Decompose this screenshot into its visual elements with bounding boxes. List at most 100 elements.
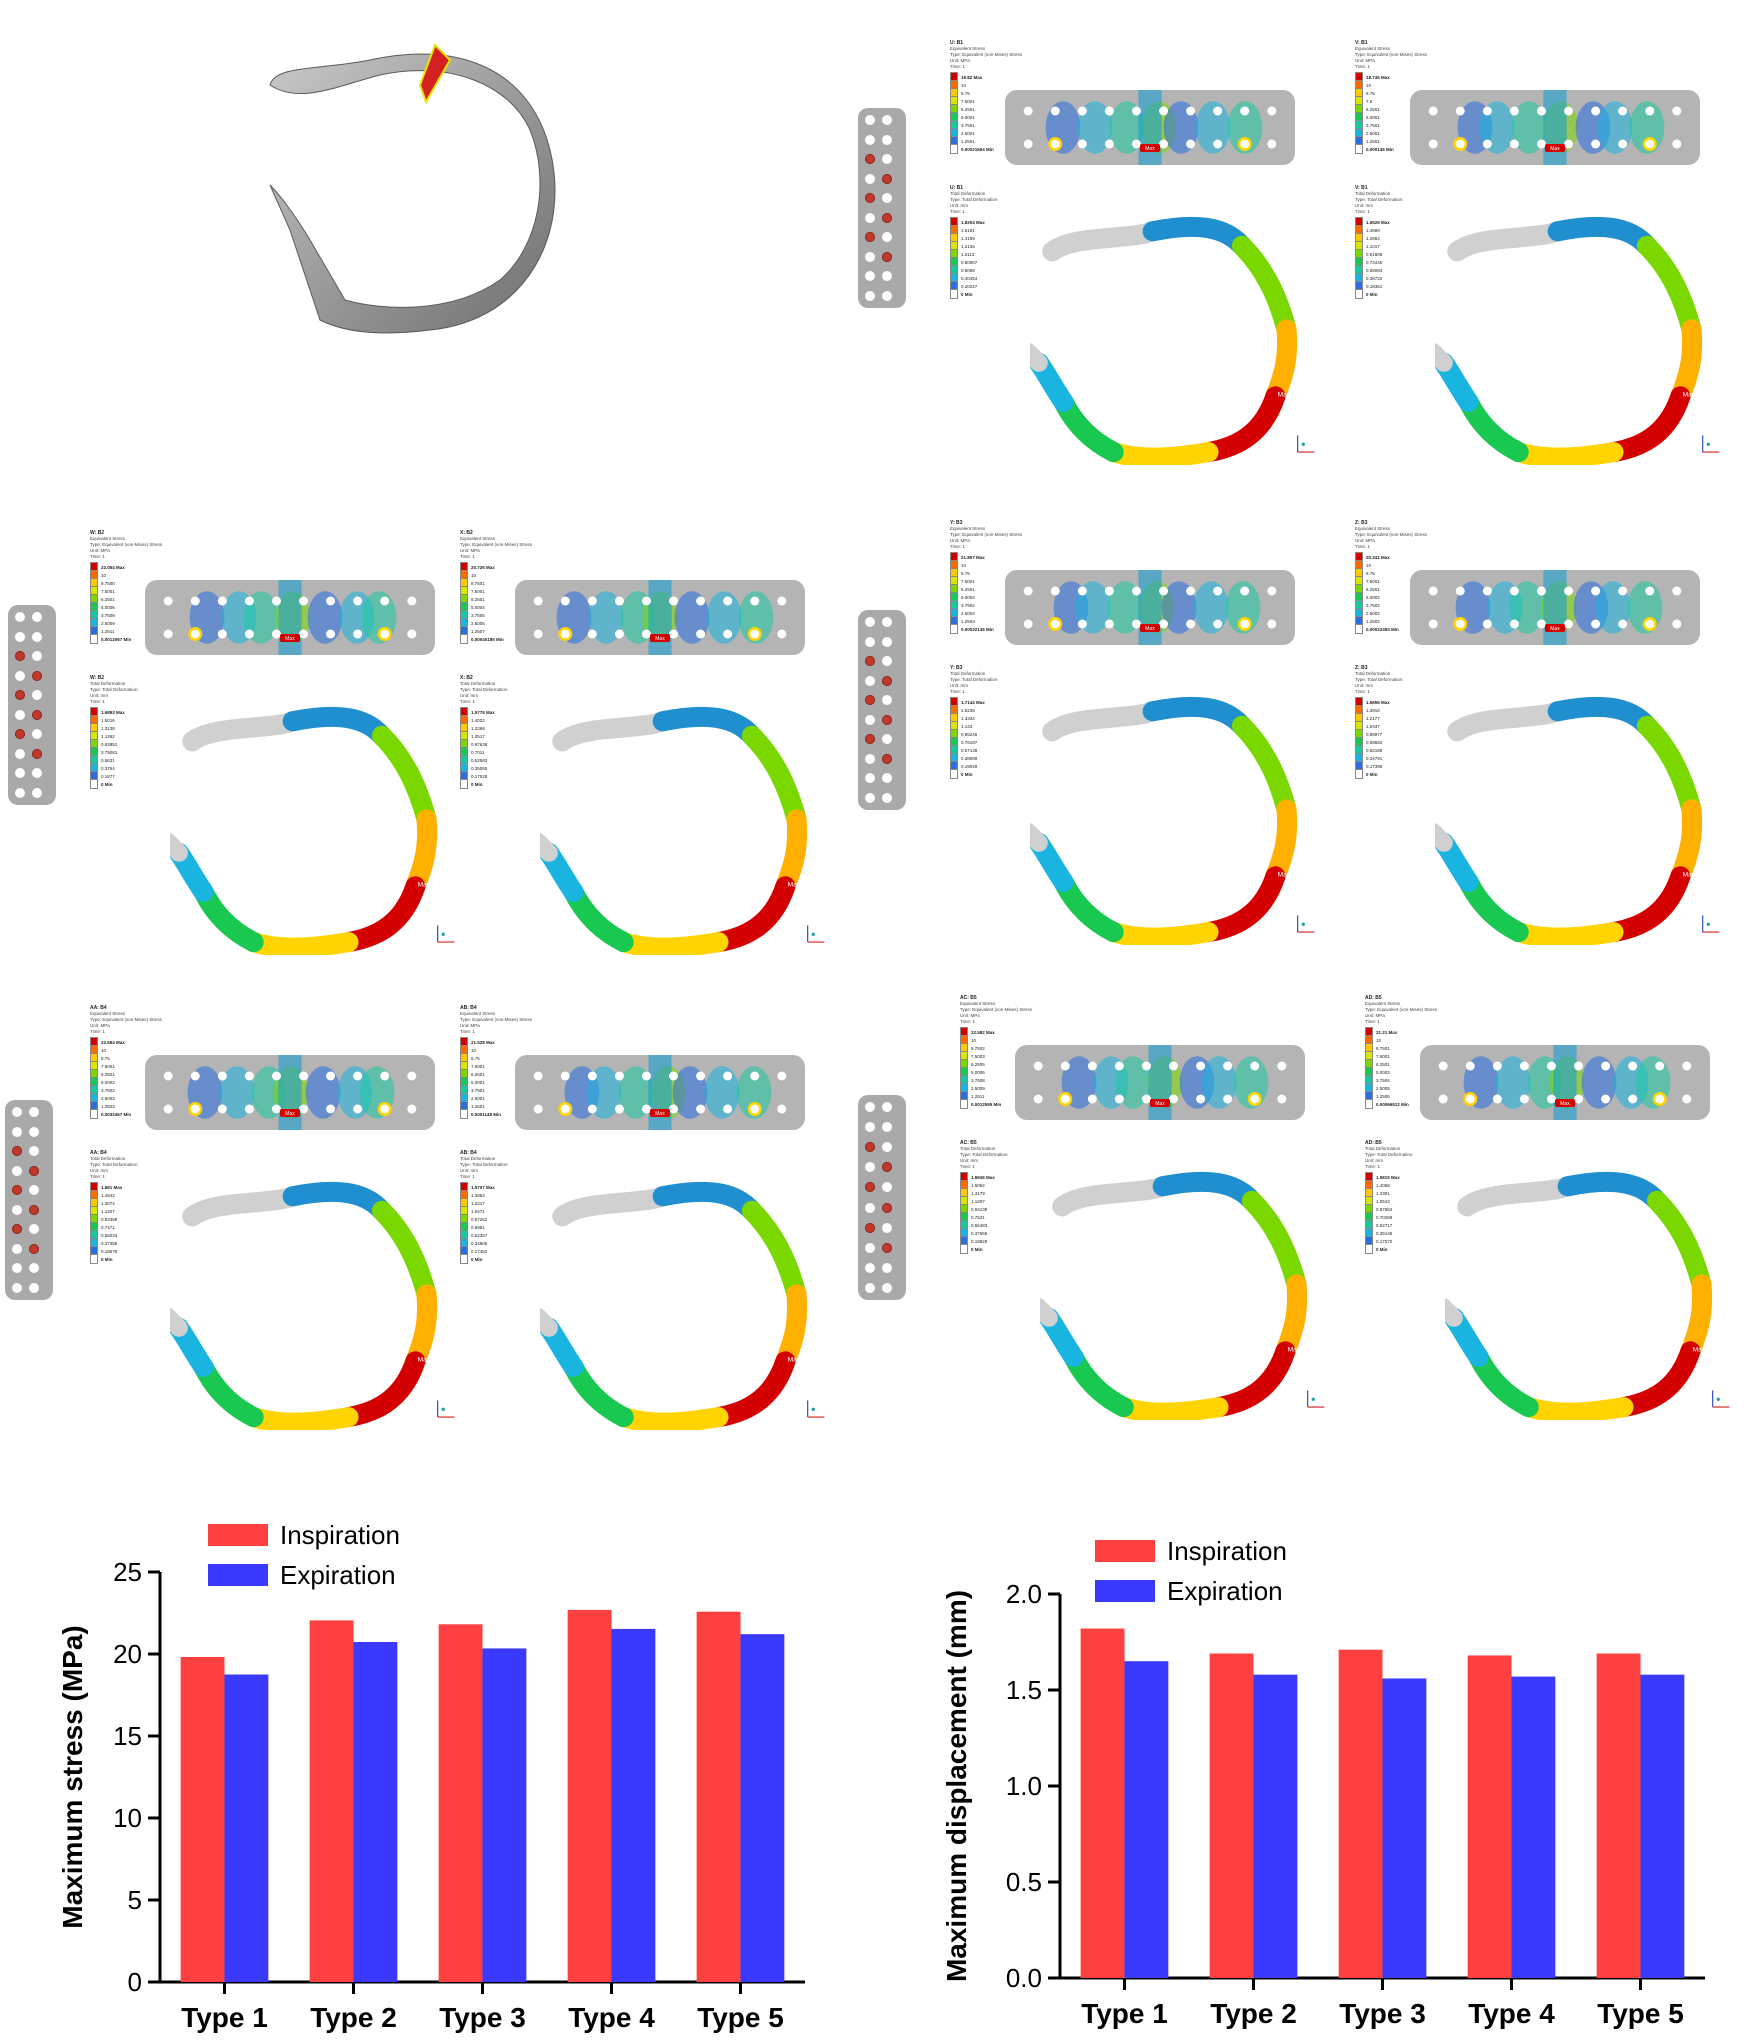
legend-value: 6.2501 (1366, 586, 1380, 592)
legend-row: 21.528 Max (460, 1037, 540, 1047)
legend-row: 21.21 Max (1365, 1027, 1445, 1037)
screw-hole-filled (881, 675, 892, 686)
legend-value: 2.5001 (961, 130, 975, 136)
legend-value: 3.7508 (971, 1077, 985, 1083)
screw-hole-filled (881, 212, 892, 223)
legend-value: 0 Min (961, 291, 973, 297)
screw-hole-filled (15, 651, 25, 662)
plate-layout-thumbnail (5, 1100, 53, 1300)
screw-hole (31, 768, 42, 779)
legend-value: 1.4159 (961, 235, 975, 241)
screw-hole (31, 788, 42, 798)
legend-row: 0.35145 (1365, 1228, 1445, 1238)
legend-value: 2.5003 (101, 1095, 115, 1101)
legend-row: 1.5239 (950, 705, 1030, 715)
legend-row: 1.2301 (1365, 1188, 1445, 1198)
legend-row: 1.2269 (460, 723, 540, 733)
legend-value: 0.94138 (971, 1206, 988, 1212)
legend-value: 0.52583 (471, 757, 488, 763)
legend-time: Time: 1 (960, 1019, 975, 1024)
legend-type: Type: Equivalent (von-Mises) Stress (90, 542, 163, 547)
legend-value: 1.3962 (471, 1192, 485, 1198)
legend-row: 10 (1355, 560, 1435, 570)
legend-value: 10 (961, 82, 967, 88)
legend-unit: Unit: MPa (90, 1023, 110, 1028)
legend-value: 3.7501 (471, 1087, 485, 1093)
legend-value: 1.143 (961, 723, 973, 729)
plate-layout-thumbnail (8, 605, 56, 805)
x-tick-label: Type 2 (1210, 1998, 1297, 2029)
plate-stress-contour: Max (515, 580, 805, 655)
legend-value: 0 Min (471, 781, 483, 787)
legend-time: Time: 1 (950, 689, 965, 694)
legend-value: 21.528 Max (471, 1039, 495, 1045)
legend-row: 0.00066512 Min (1365, 1099, 1445, 1109)
screw-hole-filled (881, 1242, 892, 1253)
plate-stress-contour: Max (1410, 90, 1700, 165)
screw-hole (865, 773, 875, 784)
legend-value: 1.2501 (1366, 138, 1380, 144)
legend-value: 0 Min (1376, 1246, 1388, 1252)
legend-label: AA: B4 (90, 1150, 107, 1156)
legend-row: 0.6981 (460, 1222, 540, 1232)
legend-unit: Unit: mm (960, 1158, 978, 1163)
legend-row: 0.00021554 Min (950, 144, 1030, 154)
contour-legend: Z: B3 Total Deformation Type: Total Deform… (1355, 665, 1435, 779)
legend-row: 0.34791 (1355, 753, 1435, 763)
legend-value: 20.341 Max (1366, 554, 1390, 560)
legend-value: 10 (471, 1047, 477, 1053)
contour-legend: Y: B3 Total Deformation Type: Total Deform… (950, 665, 1030, 779)
screw-hole (12, 1263, 22, 1274)
legend-row: 1.143 (950, 721, 1030, 731)
screw-hole (881, 154, 892, 165)
legend-value: 2.5009 (101, 620, 115, 626)
legend-value: 1.5775 Max (471, 709, 495, 715)
screw-hole (865, 1162, 875, 1173)
legend-label: Y: B3 (950, 520, 963, 526)
legend-value: 1.2177 (1366, 715, 1380, 721)
max-marker: Max (1288, 1346, 1301, 1353)
x-tick-label: Type 1 (181, 2002, 268, 2033)
legend-subtitle: Total Deformation (1355, 191, 1391, 196)
contour-legend: AA: B4 Total Deformation Type: Total Defor… (90, 1150, 170, 1264)
legend-type: Type: Equivalent (von-Mises) Stress (1355, 532, 1428, 537)
legend-time: Time: 1 (1355, 544, 1370, 549)
legend-value: 3.7505 (471, 612, 485, 618)
screw-hole (28, 1126, 39, 1137)
legend-value: 5.0001 (471, 1079, 485, 1085)
legend-value: 0.34905 (471, 1240, 488, 1246)
screw-hole-filled (28, 1204, 39, 1215)
legend-type: Type: Total Deformation (460, 1162, 508, 1167)
legend-value: 0.3754 (101, 765, 115, 771)
legend-value: 0.36722 (1366, 275, 1383, 281)
legend-row: 1.4058 (1365, 1180, 1445, 1190)
legend-value: 0.7531 (971, 1214, 985, 1220)
screw-hole (865, 291, 875, 301)
legend-unit: Unit: mm (460, 693, 478, 698)
legend-row: 0.52717 (1365, 1220, 1445, 1230)
bar-expiration (1640, 1674, 1685, 1978)
legend-value: 0.00022493 Min (1366, 626, 1399, 632)
legend-subtitle: Equivalent Stress (1355, 46, 1391, 51)
legend-value: 2.5009 (971, 1085, 985, 1091)
legend-unit: Unit: mm (460, 1168, 478, 1173)
legend-value: 8.75 (961, 570, 970, 576)
bar-inspiration (309, 1620, 354, 1982)
legend-value: 0.18678 (101, 1248, 118, 1254)
screw-hole-filled (865, 154, 875, 165)
legend-value: 0.52717 (1376, 1222, 1393, 1228)
legend-value: 21.21 Max (1376, 1029, 1398, 1035)
bar-inspiration (438, 1624, 483, 1982)
legend-value: 1.3179 (971, 1190, 985, 1196)
legend-value: 7.5001 (961, 578, 975, 584)
legend-value: 1.2507 (471, 628, 485, 634)
legend-value: 5.0001 (961, 114, 975, 120)
legend-value: 8.75 (471, 1055, 480, 1061)
legend-subtitle: Equivalent Stress (960, 1001, 996, 1006)
legend-unit: Unit: mm (950, 203, 968, 208)
screw-hole (881, 793, 892, 803)
bar-expiration (611, 1628, 656, 1982)
screw-hole (15, 631, 25, 642)
contour-legend: X: B2 Equivalent Stress Type: Equivalent (… (460, 530, 540, 644)
screw-hole (31, 612, 42, 622)
